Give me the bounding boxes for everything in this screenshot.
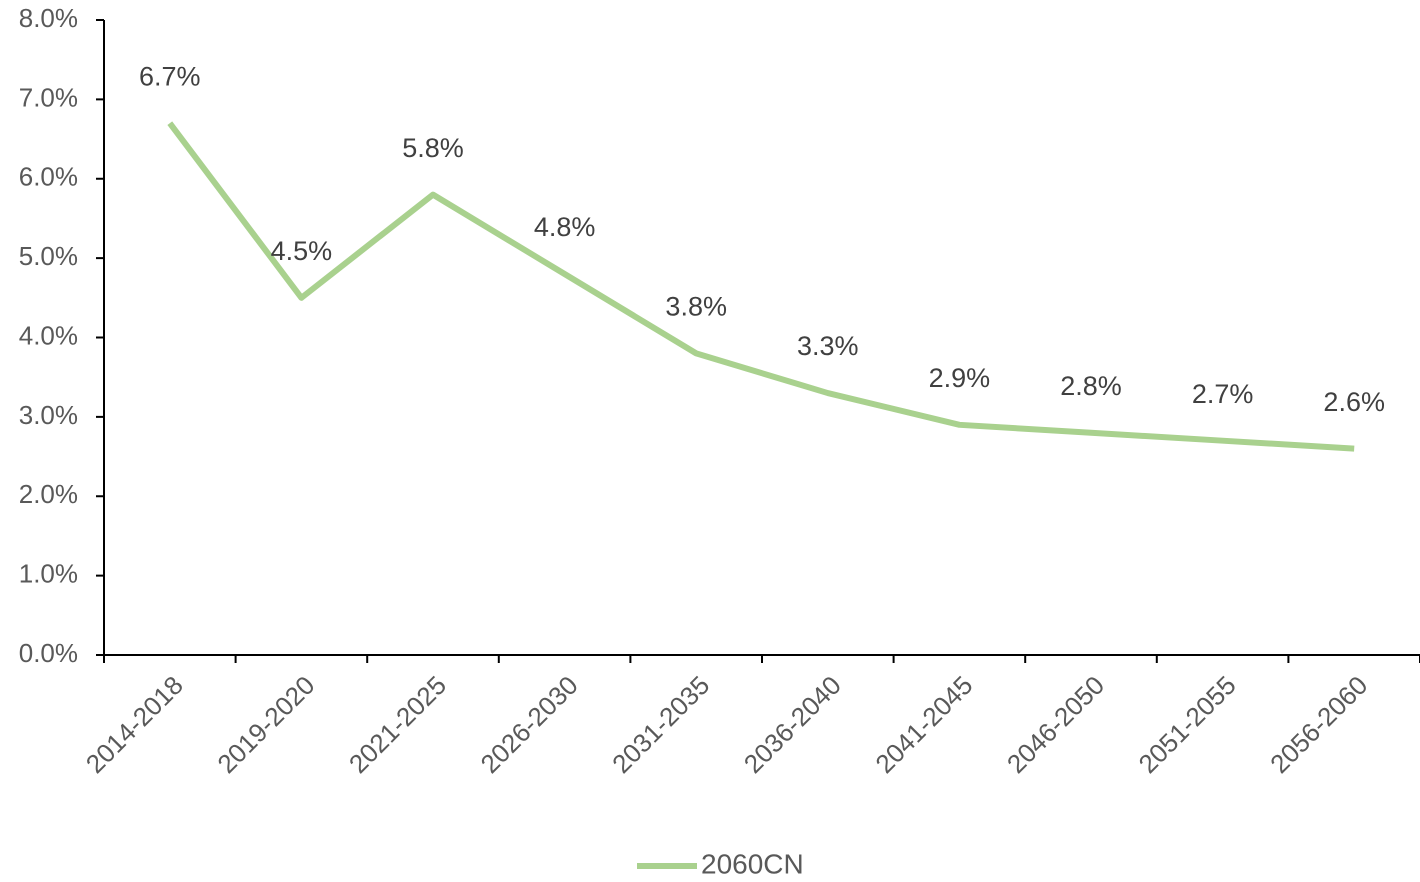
x-tick-label: 2041-2045: [869, 670, 978, 779]
x-tick-label: 2051-2055: [1133, 670, 1242, 779]
y-tick-label: 8.0%: [19, 3, 78, 33]
x-tick-label: 2056-2060: [1264, 670, 1373, 779]
y-tick-label: 2.0%: [19, 479, 78, 509]
line: [167, 121, 1355, 452]
legend-label: 2060CN: [701, 848, 804, 879]
data-label: 2.6%: [1323, 387, 1385, 417]
x-tick-label: 2014-2018: [80, 670, 189, 779]
data-label: 5.8%: [402, 133, 464, 163]
y-tick-label: 3.0%: [19, 400, 78, 430]
x-tick-label: 2046-2050: [1001, 670, 1110, 779]
y-tick-label: 1.0%: [19, 559, 78, 589]
x-tick-label: 2021-2025: [343, 670, 452, 779]
y-tick-label: 0.0%: [19, 638, 78, 668]
y-tick-label: 5.0%: [19, 241, 78, 271]
data-label: 4.8%: [534, 212, 596, 242]
data-label: 6.7%: [139, 61, 201, 91]
x-tick-label: 2019-2020: [211, 670, 320, 779]
y-tick-label: 7.0%: [19, 82, 78, 112]
data-label: 4.5%: [271, 236, 333, 266]
data-label: 2.8%: [1060, 371, 1122, 401]
y-tick-label: 4.0%: [19, 320, 78, 350]
x-tick-label: 2031-2035: [606, 670, 715, 779]
data-label: 3.3%: [797, 331, 859, 361]
data-label: 2.9%: [929, 363, 991, 393]
x-tick-label: 2026-2030: [475, 670, 584, 779]
data-label: 3.8%: [665, 292, 727, 322]
y-tick-label: 6.0%: [19, 162, 78, 192]
x-tick-label: 2036-2040: [738, 670, 847, 779]
data-label: 2.7%: [1192, 379, 1254, 409]
